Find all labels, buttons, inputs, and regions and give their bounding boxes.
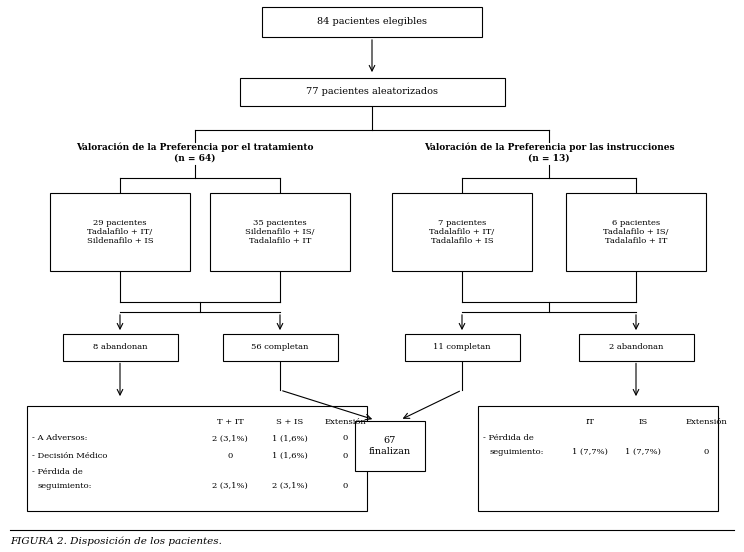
Text: 56 completan: 56 completan [251, 343, 309, 351]
Text: 1 (7,7%): 1 (7,7%) [625, 448, 661, 455]
Bar [50, 193, 190, 271]
Text: 2 (3,1%): 2 (3,1%) [212, 481, 248, 490]
Text: T + IT: T + IT [217, 417, 243, 426]
Text: 8 abandonan: 8 abandonan [93, 343, 147, 351]
Text: 2 (3,1%): 2 (3,1%) [212, 434, 248, 443]
Text: 0: 0 [228, 452, 233, 459]
Text: 0: 0 [342, 434, 347, 443]
Text: IT: IT [586, 417, 594, 426]
Text: 29 pacientes
Tadalafilo + IT/
Sildenafilo + IS: 29 pacientes Tadalafilo + IT/ Sildenafil… [87, 219, 153, 245]
Bar [392, 193, 532, 271]
Text: 1 (1,6%): 1 (1,6%) [272, 452, 308, 459]
Text: 6 pacientes
Tadalafilo + IS/
Tadalafilo + IT: 6 pacientes Tadalafilo + IS/ Tadalafilo … [603, 219, 669, 245]
Text: seguimiento:: seguimiento: [489, 448, 544, 455]
Text: FIGURA 2. Disposición de los pacientes.: FIGURA 2. Disposición de los pacientes. [10, 536, 222, 545]
Text: 0: 0 [703, 448, 708, 455]
Text: Extensión: Extensión [685, 417, 727, 426]
Text: 0: 0 [342, 481, 347, 490]
Text: IS: IS [638, 417, 647, 426]
Text: 84 pacientes elegibles: 84 pacientes elegibles [317, 18, 427, 26]
Text: - Decisión Médico: - Decisión Médico [32, 452, 107, 459]
Text: 0: 0 [342, 452, 347, 459]
Bar [240, 78, 504, 106]
Bar [579, 333, 693, 360]
Bar [405, 333, 519, 360]
Text: 1 (7,7%): 1 (7,7%) [572, 448, 608, 455]
Text: 11 completan: 11 completan [433, 343, 491, 351]
Text: 2 (3,1%): 2 (3,1%) [272, 481, 308, 490]
Text: 2 abandonan: 2 abandonan [609, 343, 663, 351]
Text: 67
finalizan: 67 finalizan [369, 436, 411, 456]
Bar [262, 7, 482, 37]
Text: 1 (1,6%): 1 (1,6%) [272, 434, 308, 443]
Bar [478, 406, 718, 511]
Text: - Pérdida de: - Pérdida de [483, 434, 533, 443]
Bar [222, 333, 338, 360]
Text: 77 pacientes aleatorizados: 77 pacientes aleatorizados [306, 88, 438, 97]
Text: Valoración de la Preferencia por las instrucciones
(n = 13): Valoración de la Preferencia por las ins… [424, 143, 674, 163]
Text: S + IS: S + IS [276, 417, 304, 426]
Text: 35 pacientes
Sildenafilo + IS/
Tadalafilo + IT: 35 pacientes Sildenafilo + IS/ Tadalafil… [246, 219, 315, 245]
Text: 7 pacientes
Tadalafilo + IT/
Tadalafilo + IS: 7 pacientes Tadalafilo + IT/ Tadalafilo … [429, 219, 495, 245]
Bar [62, 333, 178, 360]
Bar [355, 421, 425, 471]
Bar [566, 193, 706, 271]
Text: Valoración de la Preferencia por el tratamiento
(n = 64): Valoración de la Preferencia por el trat… [76, 143, 314, 163]
Bar [210, 193, 350, 271]
Bar [27, 406, 367, 511]
Text: Extensión: Extensión [324, 417, 366, 426]
Text: seguimiento:: seguimiento: [38, 481, 92, 490]
Text: - A Adversos:: - A Adversos: [32, 434, 88, 443]
Text: - Pérdida de: - Pérdida de [32, 469, 83, 476]
